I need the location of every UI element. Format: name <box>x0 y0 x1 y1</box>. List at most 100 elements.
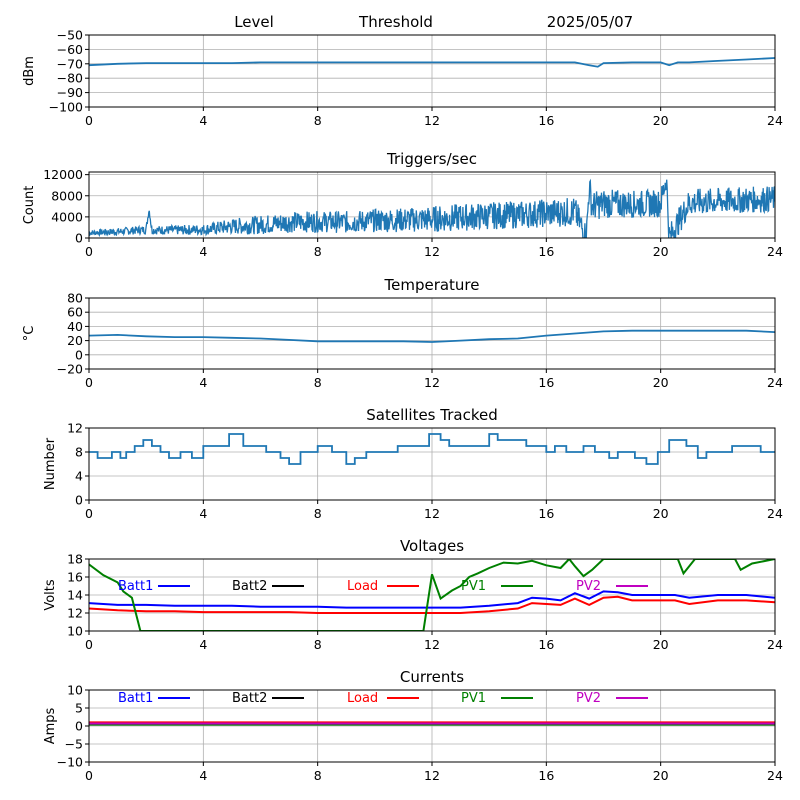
x-tick-label: 16 <box>538 768 554 783</box>
header-level: Level <box>234 13 274 31</box>
y-tick-label: −80 <box>57 71 83 86</box>
y-axis-label: °C <box>22 326 37 342</box>
x-tick-label: 20 <box>653 244 669 259</box>
y-tick-label: 4000 <box>51 209 83 224</box>
x-tick-label: 8 <box>314 637 322 652</box>
x-tick-label: 0 <box>85 113 93 128</box>
legend-label-batt1: Batt1 <box>118 579 153 594</box>
x-tick-label: 4 <box>199 375 207 390</box>
y-tick-label: 80 <box>67 291 83 306</box>
y-tick-label: 0 <box>75 231 83 246</box>
y-tick-label: 8 <box>75 445 83 460</box>
y-tick-label: −50 <box>57 28 83 43</box>
y-tick-label: 12000 <box>43 167 83 182</box>
y-tick-label: 0 <box>75 493 83 508</box>
legend-label-pv1: PV1 <box>461 691 486 706</box>
legend-label-pv2: PV2 <box>576 691 601 706</box>
y-tick-label: −90 <box>57 85 83 100</box>
x-tick-label: 8 <box>314 113 322 128</box>
plot-area <box>89 721 775 726</box>
y-tick-label: 20 <box>67 333 83 348</box>
legend-label-batt2: Batt2 <box>232 579 267 594</box>
y-tick-label: 40 <box>67 319 83 334</box>
y-tick-label: 5 <box>75 701 83 716</box>
y-tick-label: 4 <box>75 469 83 484</box>
x-tick-label: 0 <box>85 637 93 652</box>
x-tick-label: 24 <box>767 113 783 128</box>
chart-panel: 0 4 8 12 16 20 24 0 4 8 12 Satellites Tracked Number <box>43 406 783 521</box>
x-tick-label: 4 <box>199 113 207 128</box>
y-axis-label: Volts <box>43 579 58 611</box>
header-date: 2025/05/07 <box>547 13 633 31</box>
legend-label-batt1: Batt1 <box>118 691 153 706</box>
series-line <box>89 178 775 238</box>
x-tick-label: 8 <box>314 506 322 521</box>
x-tick-label: 12 <box>424 113 440 128</box>
x-tick-label: 4 <box>199 768 207 783</box>
plot-area <box>89 57 775 68</box>
x-tick-label: 8 <box>314 375 322 390</box>
plot-area <box>89 329 775 343</box>
y-tick-label: 10 <box>67 624 83 639</box>
y-axis-label: Amps <box>43 707 58 744</box>
y-tick-label: 18 <box>67 552 83 567</box>
y-tick-label: −70 <box>57 56 83 71</box>
series-line-batt1 <box>89 590 775 609</box>
y-tick-label: −10 <box>57 755 83 770</box>
y-axis-label: dBm <box>22 56 37 86</box>
x-tick-label: 24 <box>767 768 783 783</box>
y-tick-label: −60 <box>57 42 83 57</box>
y-axis-label: Number <box>43 437 58 490</box>
chart-panel: 0 4 8 12 16 20 24 −10 −5 0 5 10 Currents Amps Batt1 Bat… <box>43 668 783 783</box>
x-tick-label: 24 <box>767 637 783 652</box>
chart-panel: 0 4 8 12 16 20 24 −50−60−70−80−90−100 dBm <box>22 28 783 129</box>
y-tick-label: 0 <box>75 719 83 734</box>
legend-label-batt2: Batt2 <box>232 691 267 706</box>
x-tick-label: 20 <box>653 113 669 128</box>
x-tick-label: 4 <box>199 506 207 521</box>
x-tick-label: 16 <box>538 375 554 390</box>
y-tick-label: −5 <box>65 737 83 752</box>
plot-area <box>89 559 775 631</box>
panel-title: Temperature <box>383 276 479 294</box>
x-tick-label: 4 <box>199 244 207 259</box>
panel-title: Satellites Tracked <box>366 406 497 424</box>
x-tick-label: 0 <box>85 768 93 783</box>
series-line-load <box>89 595 775 614</box>
x-tick-label: 20 <box>653 375 669 390</box>
panel-title: Currents <box>400 668 464 686</box>
x-tick-label: 12 <box>424 506 440 521</box>
x-tick-label: 24 <box>767 375 783 390</box>
x-tick-label: 0 <box>85 244 93 259</box>
x-tick-label: 8 <box>314 768 322 783</box>
x-tick-label: 24 <box>767 244 783 259</box>
legend-label-load: Load <box>347 691 378 706</box>
y-tick-label: 60 <box>67 305 83 320</box>
x-tick-label: 8 <box>314 244 322 259</box>
x-tick-label: 16 <box>538 244 554 259</box>
y-tick-label: 12 <box>67 421 83 436</box>
y-tick-label: 0 <box>75 347 83 362</box>
series-line-pv1 <box>89 559 775 631</box>
y-tick-label: 14 <box>67 588 83 603</box>
x-tick-label: 0 <box>85 375 93 390</box>
x-tick-label: 24 <box>767 506 783 521</box>
x-tick-label: 16 <box>538 637 554 652</box>
y-tick-label: 8000 <box>51 188 83 203</box>
y-tick-label: −100 <box>49 100 83 115</box>
plot-area <box>89 433 775 465</box>
x-tick-label: 16 <box>538 113 554 128</box>
y-tick-label: −20 <box>57 362 83 377</box>
x-tick-label: 0 <box>85 506 93 521</box>
x-tick-label: 20 <box>653 768 669 783</box>
x-tick-label: 16 <box>538 506 554 521</box>
legend-label-pv1: PV1 <box>461 579 486 594</box>
y-tick-label: 10 <box>67 683 83 698</box>
x-tick-label: 20 <box>653 637 669 652</box>
header-threshold: Threshold <box>358 13 433 31</box>
x-tick-label: 4 <box>199 637 207 652</box>
y-tick-label: 12 <box>67 606 83 621</box>
x-tick-label: 12 <box>424 637 440 652</box>
series-line <box>89 57 775 68</box>
